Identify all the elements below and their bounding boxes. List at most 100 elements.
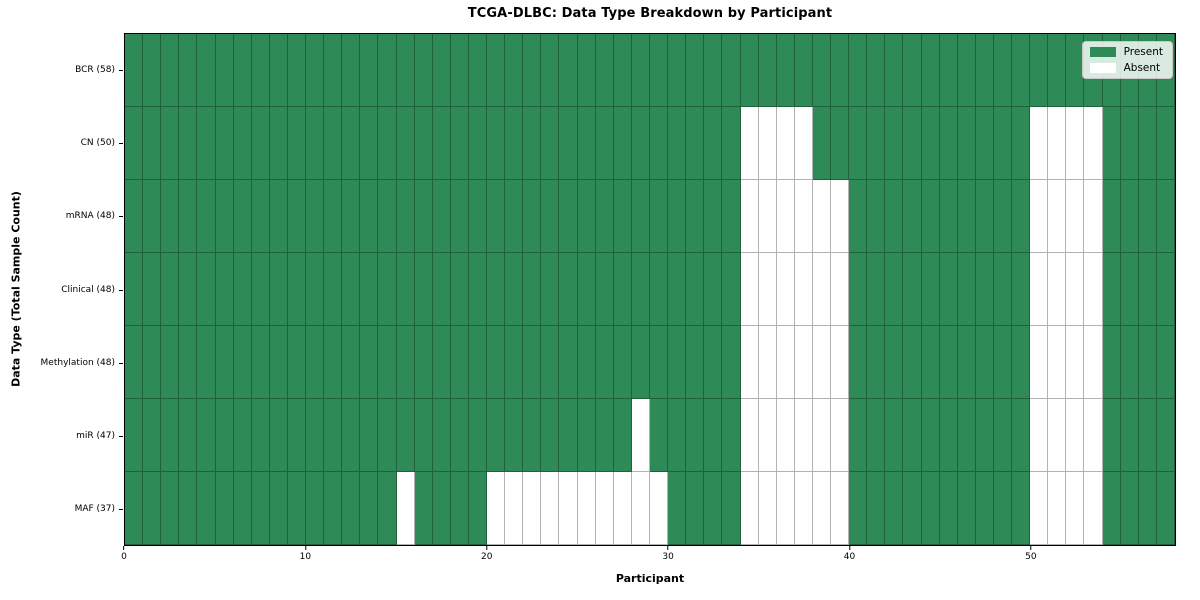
- heatmap-cell: [668, 253, 687, 326]
- legend-absent-label: Absent: [1123, 61, 1161, 74]
- heatmap-cell: [125, 34, 144, 107]
- heatmap-cell: [993, 253, 1013, 326]
- heatmap-cell: [668, 107, 687, 180]
- heatmap-cell: [450, 399, 469, 472]
- heatmap-cell: [1012, 326, 1031, 399]
- heatmap-cell: [233, 399, 252, 472]
- x-axis: 0 10 20 30 40 50: [121, 546, 1176, 568]
- heatmap-cell: [468, 399, 488, 472]
- heatmap-cell: [903, 253, 922, 326]
- heatmap-cell: [577, 34, 596, 107]
- heatmap-cell: [541, 399, 560, 472]
- heatmap-cell: [1066, 326, 1085, 399]
- heatmap-cell: [722, 253, 741, 326]
- heatmap-cell: [360, 107, 379, 180]
- heatmap-cell: [450, 472, 469, 545]
- heatmap-cell: [921, 326, 940, 399]
- heatmap-cell: [432, 253, 451, 326]
- heatmap-cell: [269, 180, 288, 253]
- heatmap-cell: [287, 399, 307, 472]
- heatmap-cell: [812, 326, 832, 399]
- heatmap-cell: [125, 472, 144, 545]
- heatmap-cell: [812, 34, 832, 107]
- heatmap-cell: [179, 472, 198, 545]
- legend-entry-absent: Absent: [1089, 61, 1163, 74]
- heatmap-cell: [559, 180, 578, 253]
- heatmap-cell: [523, 326, 542, 399]
- heatmap-cell: [450, 34, 469, 107]
- x-tick-mark: [486, 546, 488, 550]
- heatmap-cell: [650, 180, 669, 253]
- heatmap-cell: [432, 180, 451, 253]
- heatmap-cell: [957, 34, 976, 107]
- heatmap-cell: [885, 472, 904, 545]
- heatmap-cell: [686, 180, 705, 253]
- heatmap-cell: [595, 253, 614, 326]
- heatmap-cell: [1030, 472, 1049, 545]
- heatmap-cell: [143, 399, 162, 472]
- heatmap-cell: [903, 326, 922, 399]
- heatmap-cell: [143, 253, 162, 326]
- heatmap-cell: [668, 472, 687, 545]
- legend: Present Absent: [1081, 41, 1173, 79]
- heatmap-cell: [396, 253, 415, 326]
- heatmap-cell: [1084, 180, 1103, 253]
- heatmap-cell: [1048, 34, 1067, 107]
- heatmap-cell: [867, 472, 886, 545]
- heatmap-cell: [722, 180, 741, 253]
- x-tick-mark: [1030, 546, 1032, 550]
- heatmap-cell: [161, 180, 180, 253]
- heatmap-cell: [541, 34, 560, 107]
- heatmap-cell: [468, 472, 488, 545]
- heatmap-cell: [776, 399, 795, 472]
- heatmap-cell: [975, 107, 994, 180]
- heatmap-cell: [523, 472, 542, 545]
- heatmap-cell: [704, 326, 723, 399]
- heatmap-cell: [794, 399, 813, 472]
- heatmap-cell: [758, 107, 777, 180]
- heatmap-cell: [885, 326, 904, 399]
- heatmap-cell: [396, 180, 415, 253]
- heatmap-cell: [143, 326, 162, 399]
- heatmap-cell: [957, 107, 976, 180]
- heatmap-cell: [758, 180, 777, 253]
- heatmap-cell: [306, 399, 325, 472]
- chart-title: TCGA-DLBC: Data Type Breakdown by Partic…: [467, 6, 833, 21]
- heatmap-cell: [867, 180, 886, 253]
- heatmap-cell: [975, 180, 994, 253]
- heatmap-cell: [487, 472, 506, 545]
- heatmap-cell: [233, 34, 252, 107]
- heatmap-cell: [613, 107, 632, 180]
- heatmap-cell: [287, 472, 307, 545]
- heatmap-cell: [360, 472, 379, 545]
- heatmap-cell: [251, 180, 270, 253]
- heatmap-cell: [1084, 107, 1103, 180]
- heatmap-cell: [758, 253, 777, 326]
- heatmap-cell: [468, 253, 488, 326]
- y-tick-label: BCR (58): [75, 64, 115, 75]
- heatmap-cell: [577, 253, 596, 326]
- heatmap-cell: [233, 180, 252, 253]
- heatmap-cell: [269, 107, 288, 180]
- heatmap-cell: [740, 472, 759, 545]
- heatmap-cell: [269, 326, 288, 399]
- heatmap-cell: [559, 34, 578, 107]
- heatmap-cell: [287, 107, 307, 180]
- y-tick-label: miR (47): [76, 431, 115, 442]
- heatmap-cell: [921, 472, 940, 545]
- heatmap-cell: [541, 107, 560, 180]
- heatmap-cell: [1048, 253, 1067, 326]
- heatmap-cell: [487, 253, 506, 326]
- heatmap-cell: [161, 34, 180, 107]
- heatmap-cell: [722, 34, 741, 107]
- heatmap-cell: [722, 472, 741, 545]
- heatmap-cell: [559, 326, 578, 399]
- heatmap-cell: [143, 107, 162, 180]
- heatmap-cell: [125, 180, 144, 253]
- heatmap-cell: [360, 326, 379, 399]
- heatmap-cell: [975, 253, 994, 326]
- x-tick: 30: [662, 546, 674, 562]
- heatmap-cell: [215, 34, 234, 107]
- heatmap-cell: [1102, 399, 1121, 472]
- heatmap-cell: [161, 472, 180, 545]
